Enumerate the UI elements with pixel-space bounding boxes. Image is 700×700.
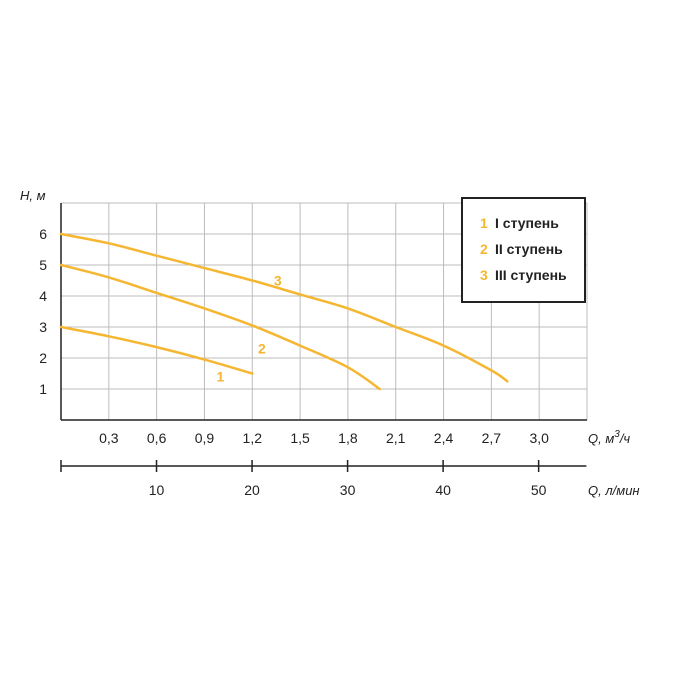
x-axis-label-tail: /ч: [619, 431, 631, 446]
series-number-label: 2: [258, 341, 266, 357]
legend-box: [461, 197, 586, 303]
y-tick-label: 1: [39, 381, 47, 397]
legend-number: 3: [480, 267, 488, 283]
x-axis-label-main: Q, м: [588, 431, 614, 446]
x-tick-label: 3,0: [529, 430, 549, 446]
legend-number: 2: [480, 241, 488, 257]
legend-number: 1: [480, 215, 488, 231]
x-tick-label: 1,2: [243, 430, 263, 446]
legend-entry: III ступень: [495, 267, 567, 283]
series-line-2: [59, 263, 382, 391]
x2-tick-label: 30: [340, 482, 356, 498]
y-axis-label: H, м: [20, 188, 46, 203]
x2-tick-label: 40: [435, 482, 451, 498]
x-axis-label-sup: 3: [614, 429, 620, 440]
legend-entry: II ступень: [495, 241, 563, 257]
series-line-3: [59, 232, 509, 383]
x-tick-label: 2,1: [386, 430, 406, 446]
series-number-label: 3: [274, 273, 282, 289]
y-tick-label: 6: [39, 226, 47, 242]
y-tick-label: 3: [39, 319, 47, 335]
series-line-1: [59, 325, 254, 375]
series-number-label: 1: [216, 369, 224, 385]
x-tick-label: 0,3: [99, 430, 119, 446]
x-tick-label: 2,4: [434, 430, 454, 446]
x2-tick-label: 50: [531, 482, 547, 498]
x2-tick-label: 10: [149, 482, 165, 498]
x-axis-label: Q, м3/ч: [588, 429, 630, 446]
x2-tick-label: 20: [244, 482, 260, 498]
curves: 1 2 3: [59, 232, 509, 391]
x-tick-label: 1,8: [338, 430, 358, 446]
x-tick-label: 2,7: [482, 430, 502, 446]
y-tick-label: 2: [39, 350, 47, 366]
x2-axis-label: Q, л/мин: [588, 483, 640, 498]
y-tick-label: 5: [39, 257, 47, 273]
x-tick-label: 1,5: [290, 430, 310, 446]
axes: 1 2 3 4 5 6 0,3 0,6 0,9 1,2 1,5 1,8 2,1 2,4 2,7 3,0 10 20…: [39, 203, 587, 498]
x-tick-label: 0,9: [195, 430, 215, 446]
legend: 1 I ступень 2 II ступень 3 III ступень: [461, 197, 586, 303]
y-tick-label: 4: [39, 288, 47, 304]
legend-entry: I ступень: [495, 215, 559, 231]
x-tick-label: 0,6: [147, 430, 167, 446]
